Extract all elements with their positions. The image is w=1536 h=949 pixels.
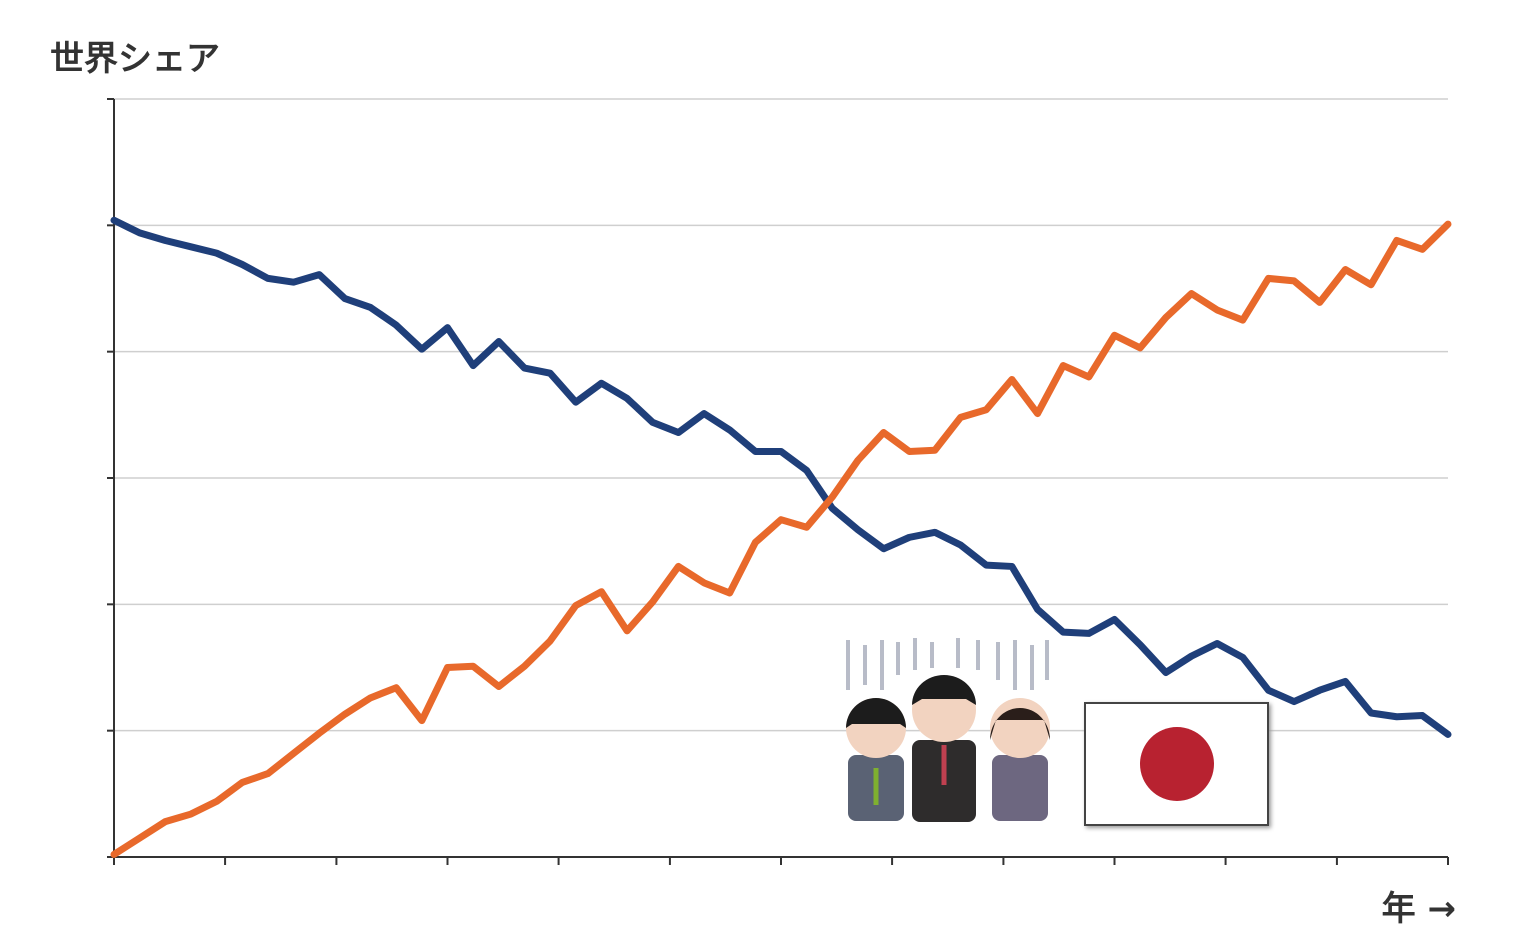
y-axis-label: 世界シェア xyxy=(50,39,220,79)
illustration xyxy=(846,638,1269,826)
gloom-lines xyxy=(846,638,1049,690)
series-line xyxy=(110,220,1452,858)
series-line xyxy=(110,216,1452,738)
x-axis-label: 年 → xyxy=(1382,889,1456,929)
